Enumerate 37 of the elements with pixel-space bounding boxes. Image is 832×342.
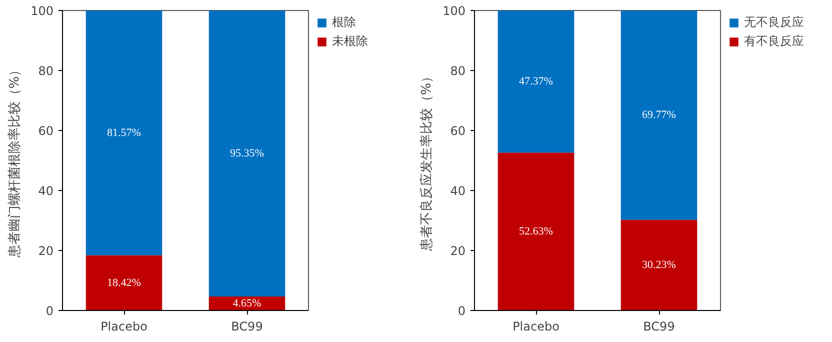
bar	[498, 10, 574, 153]
bar	[86, 10, 162, 256]
y-axis-title: 患者幽门螺杆菌根除率比较（%）	[6, 63, 23, 259]
data-label: 30.23%	[642, 259, 676, 272]
y-tick-label: 80	[450, 64, 466, 78]
x-tick-label: Placebo	[512, 320, 560, 334]
y-tick-label: 0	[46, 304, 54, 318]
y-tick-label: 60	[450, 124, 466, 138]
y-tick-label: 40	[450, 184, 466, 198]
legend-label: 未根除	[332, 33, 368, 50]
bar	[208, 10, 286, 297]
bar	[498, 152, 574, 310]
y-axis-title: 患者不良反应发生率比较（%）	[418, 70, 435, 252]
x-tick-label: Placebo	[100, 320, 148, 334]
data-label: 4.65%	[232, 298, 262, 310]
y-tick-label: 20	[450, 244, 466, 258]
y-tick-label: 0	[458, 304, 466, 318]
bar	[86, 255, 162, 310]
data-label: 81.57%	[107, 126, 141, 139]
legend-label: 根除	[332, 14, 356, 31]
y-tick-label: 80	[38, 64, 54, 78]
data-label: 47.37%	[519, 76, 553, 88]
data-label: 69.77%	[642, 109, 676, 122]
y-tick-label: 100	[30, 4, 54, 18]
data-label: 95.35%	[230, 148, 264, 160]
legend-label: 有不良反应	[744, 33, 804, 50]
x-tick-label: BC99	[231, 320, 263, 334]
x-tick-label: BC99	[643, 320, 675, 334]
data-label: 52.63%	[519, 226, 553, 238]
y-tick-label: 40	[38, 184, 54, 198]
bar	[620, 10, 698, 220]
bar	[620, 220, 698, 310]
y-tick-label: 20	[38, 244, 54, 258]
y-tick-label: 100	[442, 4, 466, 18]
data-label: 18.42%	[107, 276, 141, 289]
legend-label: 无不良反应	[744, 14, 804, 31]
y-tick-label: 60	[38, 124, 54, 138]
